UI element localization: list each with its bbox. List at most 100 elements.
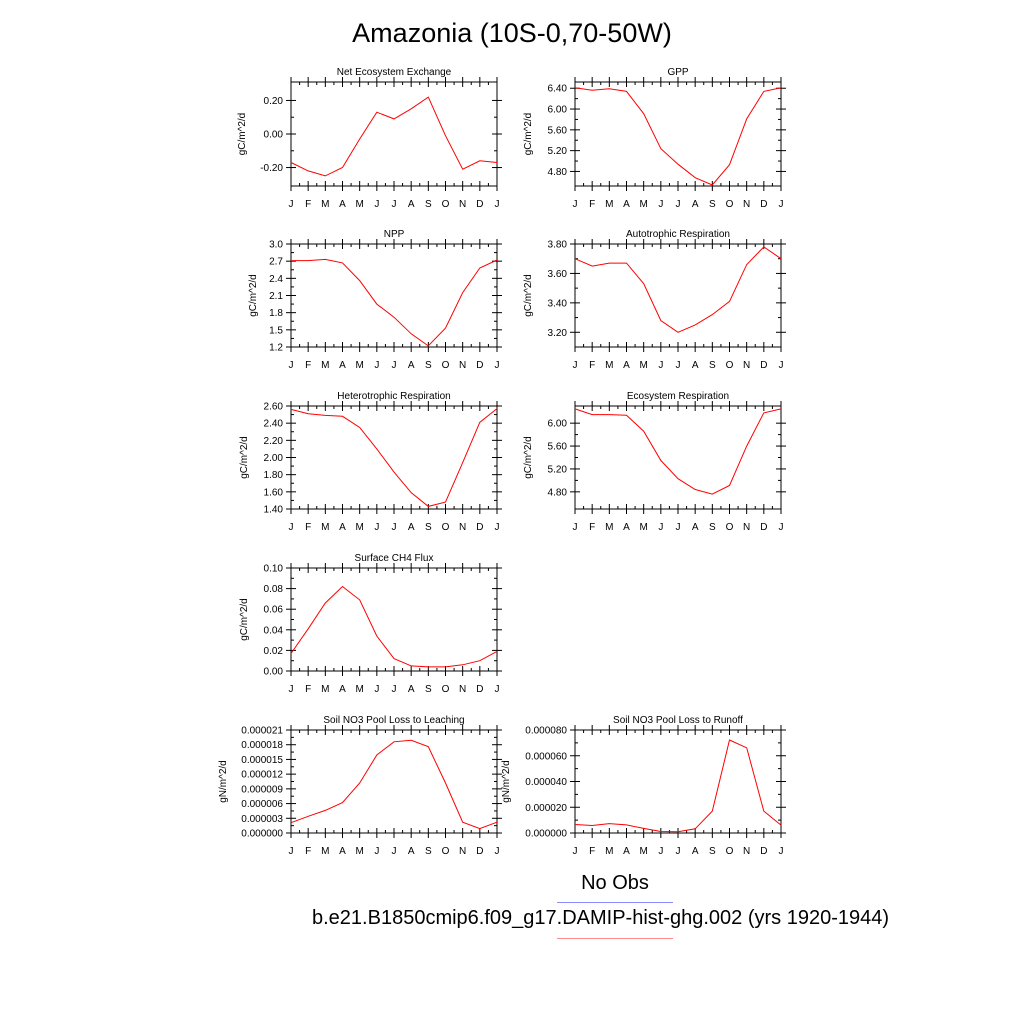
x-tick-label: S — [425, 199, 432, 210]
x-tick-label: A — [408, 684, 415, 695]
y-tick-label: 0.000012 — [241, 770, 283, 781]
x-tick-label: J — [658, 522, 663, 533]
x-tick-label: O — [726, 360, 734, 371]
y-tick-label: 1.8 — [269, 308, 283, 319]
x-tick-label: N — [459, 846, 466, 857]
legend-obs-line — [557, 902, 673, 903]
x-tick-label: F — [305, 199, 311, 210]
x-tick-label: A — [339, 360, 346, 371]
y-tick-label: 0.20 — [264, 96, 284, 107]
x-tick-label: D — [476, 360, 483, 371]
y-tick-label: 0.10 — [264, 564, 284, 575]
x-tick-label: A — [623, 199, 630, 210]
y-tick-label: 3.80 — [548, 240, 568, 251]
x-tick-label: M — [639, 360, 647, 371]
y-tick-label: 2.4 — [269, 274, 283, 285]
y-tick-label: 2.60 — [264, 402, 284, 413]
y-tick-label: 3.60 — [548, 269, 568, 280]
x-tick-label: N — [743, 846, 750, 857]
y-tick-label: 0.000060 — [525, 751, 567, 762]
y-axis-label: gC/m^2/d — [239, 436, 250, 479]
x-tick-label: A — [623, 522, 630, 533]
x-tick-label: A — [339, 684, 346, 695]
y-tick-label: 0.00 — [264, 667, 284, 678]
x-tick-label: O — [726, 522, 734, 533]
plot-frame — [290, 81, 498, 187]
legend-model-label: b.e21.B1850cmip6.f09_g17.DAMIP-hist-ghg.… — [312, 907, 890, 929]
series-line — [290, 739, 498, 830]
x-tick-label: A — [339, 846, 346, 857]
y-tick-label: 3.20 — [548, 328, 568, 339]
series-line — [574, 408, 782, 495]
x-tick-label: M — [605, 522, 613, 533]
chart-title: Ecosystem Respiration — [627, 391, 729, 402]
x-tick-label: F — [589, 360, 595, 371]
x-tick-label: J — [374, 522, 379, 533]
x-tick-label: A — [692, 846, 699, 857]
x-tick-label: J — [374, 199, 379, 210]
x-tick-label: J — [779, 522, 784, 533]
x-tick-label: J — [779, 360, 784, 371]
legend-model-line — [557, 938, 673, 939]
x-tick-label: A — [408, 360, 415, 371]
x-tick-label: S — [425, 846, 432, 857]
chart-title: Heterotrophic Respiration — [337, 391, 450, 402]
x-tick-label: S — [709, 846, 716, 857]
x-tick-label: J — [658, 846, 663, 857]
x-tick-label: S — [425, 684, 432, 695]
x-tick-label: J — [495, 360, 500, 371]
x-tick-label: M — [355, 846, 363, 857]
y-axis-label: gC/m^2/d — [523, 436, 534, 479]
x-tick-label: J — [495, 684, 500, 695]
x-tick-label: A — [692, 522, 699, 533]
x-tick-label: D — [476, 846, 483, 857]
x-tick-label: D — [760, 199, 767, 210]
y-tick-label: 1.2 — [269, 343, 283, 354]
x-tick-label: J — [658, 360, 663, 371]
x-tick-label: O — [442, 684, 450, 695]
x-tick-label: A — [339, 522, 346, 533]
y-tick-label: 0.000006 — [241, 799, 283, 810]
y-tick-label: 0.000000 — [241, 829, 283, 840]
legend-obs-label: No Obs — [581, 872, 649, 894]
series-line — [290, 96, 498, 177]
y-axis-label: gC/m^2/d — [237, 113, 248, 156]
y-axis-label: gC/m^2/d — [239, 598, 250, 641]
plot-frame — [290, 405, 498, 510]
y-tick-label: 0.000018 — [241, 740, 283, 751]
x-tick-label: J — [495, 522, 500, 533]
x-tick-label: S — [709, 522, 716, 533]
x-tick-label: O — [442, 360, 450, 371]
y-tick-label: 2.7 — [269, 257, 283, 268]
series-line — [574, 739, 782, 833]
y-tick-label: 0.02 — [264, 646, 284, 657]
y-tick-label: 1.40 — [264, 505, 284, 516]
series-line — [291, 258, 498, 347]
chart-title: Net Ecosystem Exchange — [337, 67, 452, 78]
x-tick-label: O — [726, 846, 734, 857]
x-tick-label: J — [676, 360, 681, 371]
y-tick-label: 0.000015 — [241, 755, 283, 766]
y-tick-label: 0.000000 — [525, 829, 567, 840]
plot-frame — [290, 567, 498, 672]
y-axis-label: gC/m^2/d — [248, 274, 259, 317]
x-tick-label: N — [743, 199, 750, 210]
x-tick-label: J — [658, 199, 663, 210]
y-tick-label: 5.60 — [548, 125, 568, 136]
x-tick-label: M — [321, 199, 329, 210]
x-tick-label: M — [321, 846, 329, 857]
x-tick-label: J — [289, 846, 294, 857]
y-tick-label: 0.000003 — [241, 814, 283, 825]
chart-title: NPP — [384, 229, 405, 240]
x-tick-label: O — [442, 199, 450, 210]
y-tick-label: 5.20 — [548, 464, 568, 475]
page-title: Amazonia (10S-0,70-50W) — [352, 18, 672, 48]
x-tick-label: J — [289, 199, 294, 210]
x-tick-label: A — [692, 199, 699, 210]
x-tick-label: J — [573, 522, 578, 533]
